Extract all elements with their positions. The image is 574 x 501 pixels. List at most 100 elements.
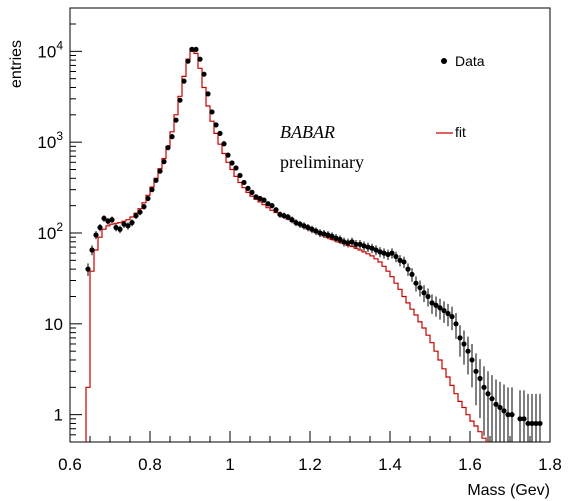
data-marker [365, 244, 371, 250]
data-point [245, 185, 251, 191]
data-marker [369, 245, 375, 251]
data-point [397, 255, 403, 267]
data-marker [137, 209, 143, 215]
legend-data-label: Data [455, 53, 485, 69]
data-marker [161, 159, 167, 165]
data-point [157, 168, 163, 174]
data-point [529, 393, 535, 442]
data-point [85, 263, 91, 276]
data-point [345, 238, 351, 248]
data-point [457, 325, 463, 357]
x-tick-label: 0.6 [58, 455, 82, 474]
data-marker [189, 46, 195, 53]
data-point [377, 247, 383, 258]
data-point [257, 195, 263, 202]
data-marker [181, 78, 187, 84]
data-point [101, 215, 107, 222]
data-point [309, 225, 315, 234]
data-marker [229, 160, 235, 166]
data-marker [353, 241, 359, 247]
data-marker [265, 201, 271, 207]
data-marker [305, 224, 311, 231]
data-point [453, 312, 459, 339]
y-tick-label: 104 [37, 38, 63, 61]
data-marker [405, 266, 411, 272]
data-point [209, 109, 215, 115]
x-tick-label: 1.8 [538, 455, 562, 474]
data-marker [117, 226, 123, 232]
data-marker [321, 231, 327, 237]
data-point [201, 71, 207, 77]
data-marker [461, 341, 467, 347]
data-point [509, 387, 515, 442]
data-marker [133, 213, 139, 219]
data-point [465, 336, 471, 375]
data-marker [177, 97, 183, 103]
fit-line [85, 47, 490, 442]
data-marker [293, 220, 299, 226]
x-axis: 0.6 0.8 1 1.2 1.4 1.6 1.8 [58, 431, 562, 474]
data-point [197, 56, 203, 62]
data-marker [329, 233, 335, 239]
data-point [521, 390, 527, 442]
fit-histogram [85, 47, 490, 442]
data-point [461, 330, 467, 365]
data-point [533, 393, 539, 442]
data-marker [537, 420, 543, 427]
data-point [477, 359, 483, 418]
data-point [417, 280, 423, 297]
data-marker [481, 384, 487, 390]
data-point [485, 371, 491, 442]
y-axis: 1 10 102 103 104 [37, 7, 82, 443]
data-marker [281, 213, 287, 219]
data-marker [97, 224, 103, 231]
data-point [501, 384, 507, 442]
data-point [409, 268, 415, 282]
data-point [317, 229, 323, 238]
data-marker [273, 207, 279, 213]
data-marker [145, 195, 151, 202]
data-point [237, 172, 243, 179]
annotation-babar: BABAR [280, 122, 335, 142]
data-marker [129, 220, 135, 226]
data-marker [345, 240, 351, 246]
data-point [505, 387, 511, 442]
data-point [93, 231, 99, 240]
data-marker [197, 56, 203, 62]
data-point [493, 379, 499, 442]
data-marker [361, 243, 367, 249]
data-marker [485, 391, 491, 397]
data-point [125, 222, 131, 230]
data-point [253, 194, 259, 200]
data-point [177, 97, 183, 103]
data-point [393, 251, 399, 263]
data-point [321, 229, 327, 238]
data-point [181, 78, 187, 84]
data-marker [517, 416, 523, 422]
data-marker [173, 117, 179, 123]
data-point [285, 213, 291, 221]
data-marker [373, 247, 379, 253]
data-point [221, 141, 227, 147]
legend-fit-label: fit [455, 124, 466, 140]
data-point [109, 216, 115, 224]
data-point [353, 240, 359, 250]
data-point [413, 276, 419, 292]
data-point [233, 165, 239, 171]
data-point [421, 285, 427, 303]
data-marker [141, 204, 147, 210]
data-point [373, 245, 379, 256]
data-marker [301, 223, 307, 229]
data-point [217, 130, 223, 136]
data-marker [253, 194, 259, 200]
data-marker [185, 58, 191, 64]
data-point [205, 91, 211, 97]
data-point [329, 232, 335, 241]
data-marker [337, 236, 343, 243]
data-point [401, 256, 407, 269]
data-point [313, 227, 319, 236]
data-marker [201, 71, 207, 77]
data-point [241, 179, 247, 186]
data-point [425, 288, 431, 307]
data-marker [401, 259, 407, 265]
